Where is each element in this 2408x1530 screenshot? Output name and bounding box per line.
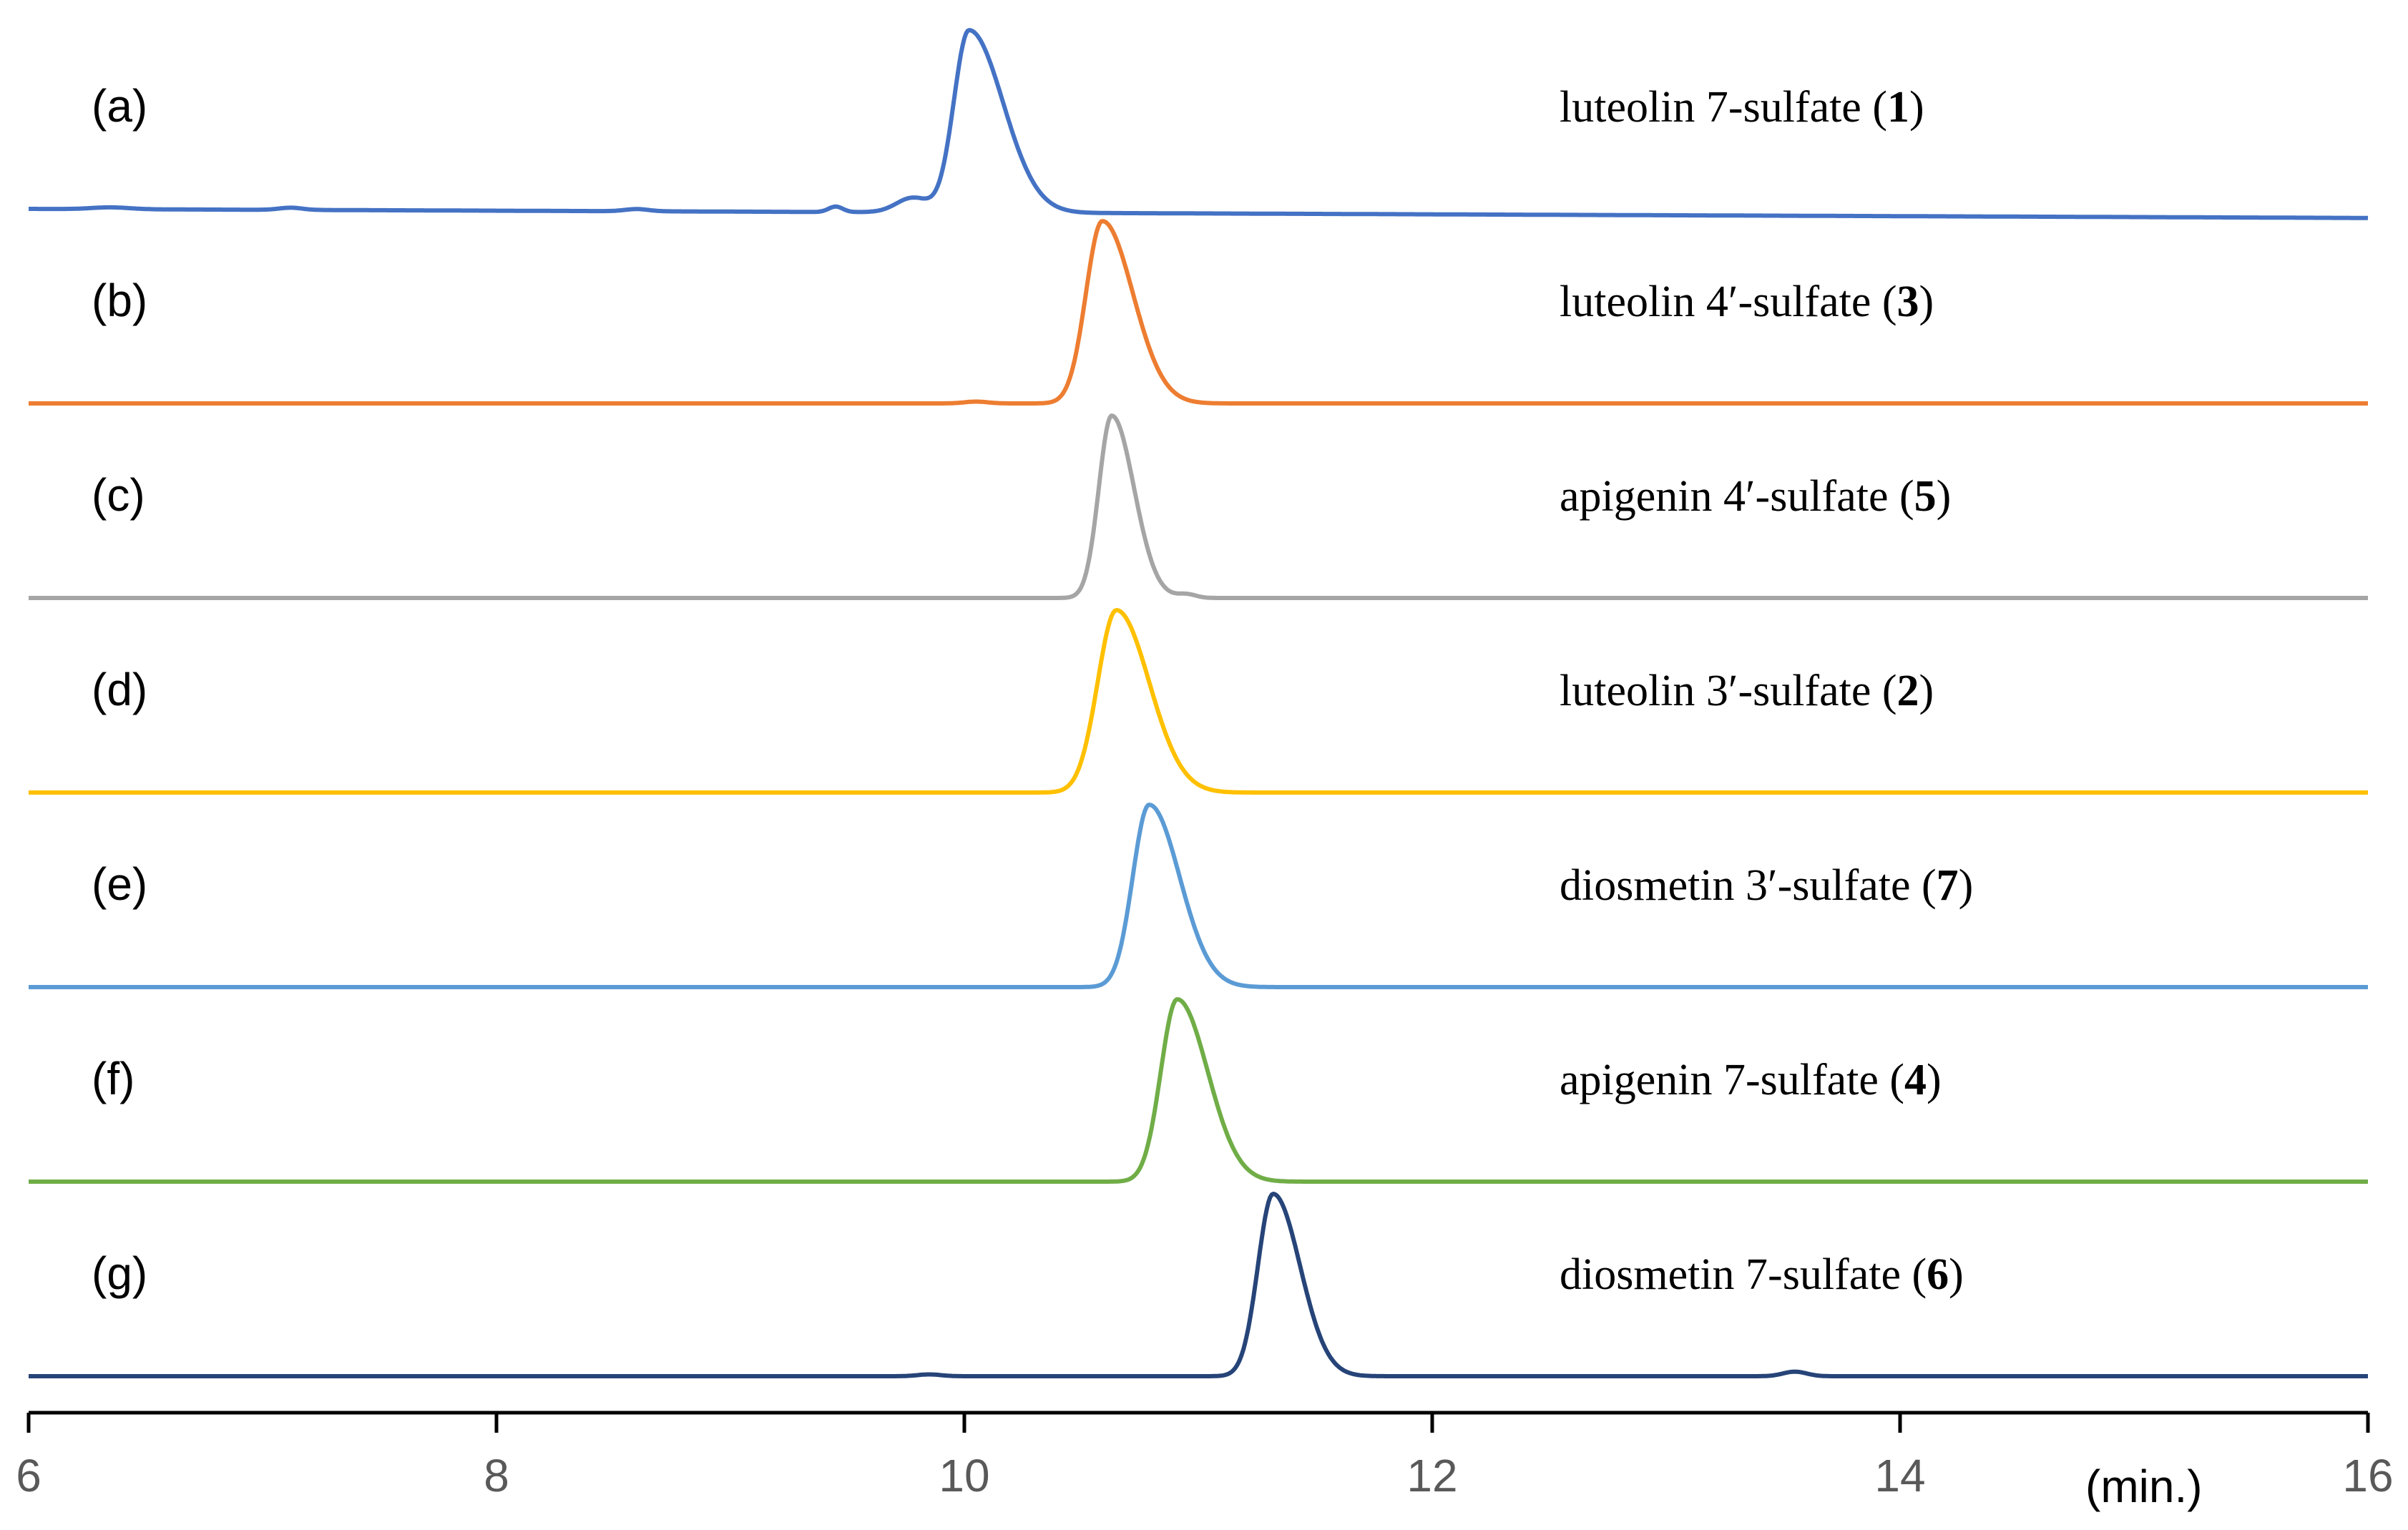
x-axis: 6 8 10 12 14 16 (16, 1411, 2394, 1501)
compound-name: diosmetin 3′-sulfate ( (1560, 861, 1937, 910)
compound-label-e: diosmetin 3′-sulfate (7) (1560, 861, 1973, 910)
trace-c (28, 413, 2369, 600)
trace-g (28, 1192, 2369, 1378)
compound-close-paren: ) (1909, 83, 1924, 132)
trace-a (28, 28, 2369, 220)
compound-name: apigenin 4′-sulfate ( (1560, 472, 1914, 521)
compound-label-f: apigenin 7-sulfate (4) (1560, 1056, 1942, 1104)
panel-label-c: (c) (92, 469, 145, 521)
x-tick-label: 10 (939, 1450, 989, 1501)
compound-name: luteolin 4′-sulfate ( (1560, 278, 1897, 326)
compound-number: 6 (1927, 1250, 1949, 1299)
trace-labels: (a) luteolin 7-sulfate (1) (b) luteolin 4′-… (92, 80, 1973, 1299)
panel-label-a: (a) (92, 80, 147, 132)
compound-name: diosmetin 7-sulfate ( (1560, 1250, 1927, 1299)
compound-number: 2 (1897, 667, 1919, 715)
x-tick-label: 16 (2342, 1450, 2393, 1501)
compound-label-g: diosmetin 7-sulfate (6) (1560, 1250, 1964, 1299)
x-axis-unit-label: (min.) (2085, 1461, 2203, 1512)
compound-close-paren: ) (1959, 861, 1974, 910)
panel-label-d: (d) (92, 664, 147, 715)
trace-b (28, 219, 2369, 406)
trace-e (28, 803, 2369, 989)
panel-label-e: (e) (92, 858, 147, 910)
compound-close-paren: ) (1949, 1250, 1964, 1299)
compound-number: 7 (1937, 861, 1959, 910)
trace-f (28, 997, 2369, 1184)
compound-name: apigenin 7-sulfate ( (1560, 1056, 1904, 1104)
panel-label-b: (b) (92, 275, 147, 326)
compound-close-paren: ) (1919, 278, 1934, 326)
panel-label-g: (g) (92, 1247, 147, 1299)
compound-number: 4 (1904, 1056, 1927, 1104)
compound-label-c: apigenin 4′-sulfate (5) (1560, 472, 1951, 521)
compound-close-paren: ) (1937, 472, 1952, 521)
compound-number: 5 (1914, 472, 1937, 521)
compound-name: luteolin 7-sulfate ( (1560, 83, 1887, 132)
compound-close-paren: ) (1919, 667, 1934, 715)
panel-label-f: (f) (92, 1053, 134, 1104)
trace-d (28, 608, 2369, 795)
compound-close-paren: ) (1927, 1056, 1942, 1104)
chromatogram-traces (28, 28, 2369, 1378)
x-tick-label: 12 (1406, 1450, 1457, 1501)
compound-number: 3 (1897, 278, 1919, 326)
compound-label-d: luteolin 3′-sulfate (2) (1560, 667, 1934, 715)
compound-label-b: luteolin 4′-sulfate (3) (1560, 278, 1934, 326)
compound-label-a: luteolin 7-sulfate (1) (1560, 83, 1924, 132)
compound-name: luteolin 3′-sulfate ( (1560, 667, 1897, 715)
x-tick-label: 14 (1874, 1450, 1925, 1501)
x-tick-label: 6 (16, 1450, 41, 1501)
x-tick-label: 8 (484, 1450, 509, 1501)
compound-number: 1 (1887, 83, 1909, 132)
